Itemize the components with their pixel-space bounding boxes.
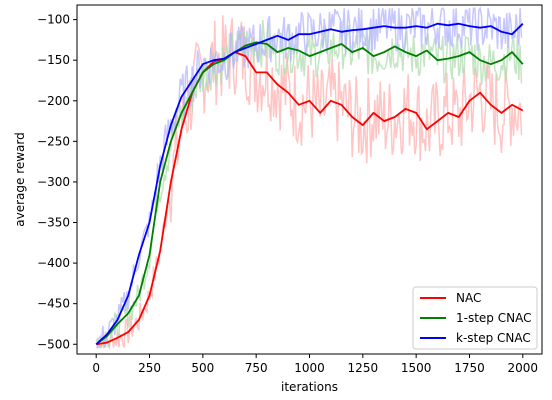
x-tick-label: 750: [245, 361, 268, 375]
x-axis-title: iterations: [281, 380, 338, 394]
legend: NAC 1-step CNAC k-step CNAC: [412, 286, 538, 350]
x-tick-label: 1250: [348, 361, 379, 375]
y-tick-label: −350: [37, 216, 70, 230]
x-tick-label: 1500: [401, 361, 432, 375]
smoothed-curves-layer: [95, 22, 524, 346]
x-tick-label: 0: [92, 361, 100, 375]
raw-curve-1: [95, 19, 523, 349]
legend-label-k-step-cnac: k-step CNAC: [456, 331, 531, 345]
y-axis: −500 −450 −400 −350 −300 −250 −200 −150 −100: [37, 13, 77, 351]
raw-curve-0: [95, 15, 523, 351]
x-tick-label: 1000: [294, 361, 325, 375]
y-tick-label: −100: [37, 13, 70, 27]
legend-label-1-step-cnac: 1-step CNAC: [456, 311, 531, 325]
series-line-0: [96, 51, 524, 346]
series-line-2: [95, 22, 524, 345]
x-axis: 0 250 500 750 1000 1250 1500 1750 2000: [92, 354, 538, 375]
x-tick-label: 500: [191, 361, 214, 375]
y-tick-label: −250: [37, 134, 70, 148]
y-tick-label: −500: [37, 337, 70, 351]
y-tick-label: −450: [37, 297, 70, 311]
y-tick-label: −150: [37, 53, 70, 67]
y-tick-label: −300: [37, 175, 70, 189]
y-tick-label: −200: [37, 94, 70, 108]
y-tick-label: −400: [37, 256, 70, 270]
x-tick-label: 1750: [454, 361, 485, 375]
series-line-1: [95, 41, 524, 346]
x-tick-label: 2000: [508, 361, 539, 375]
y-axis-title: average reward: [13, 132, 27, 227]
legend-box: [412, 286, 538, 350]
x-tick-label: 250: [138, 361, 161, 375]
legend-label-nac: NAC: [456, 291, 481, 305]
